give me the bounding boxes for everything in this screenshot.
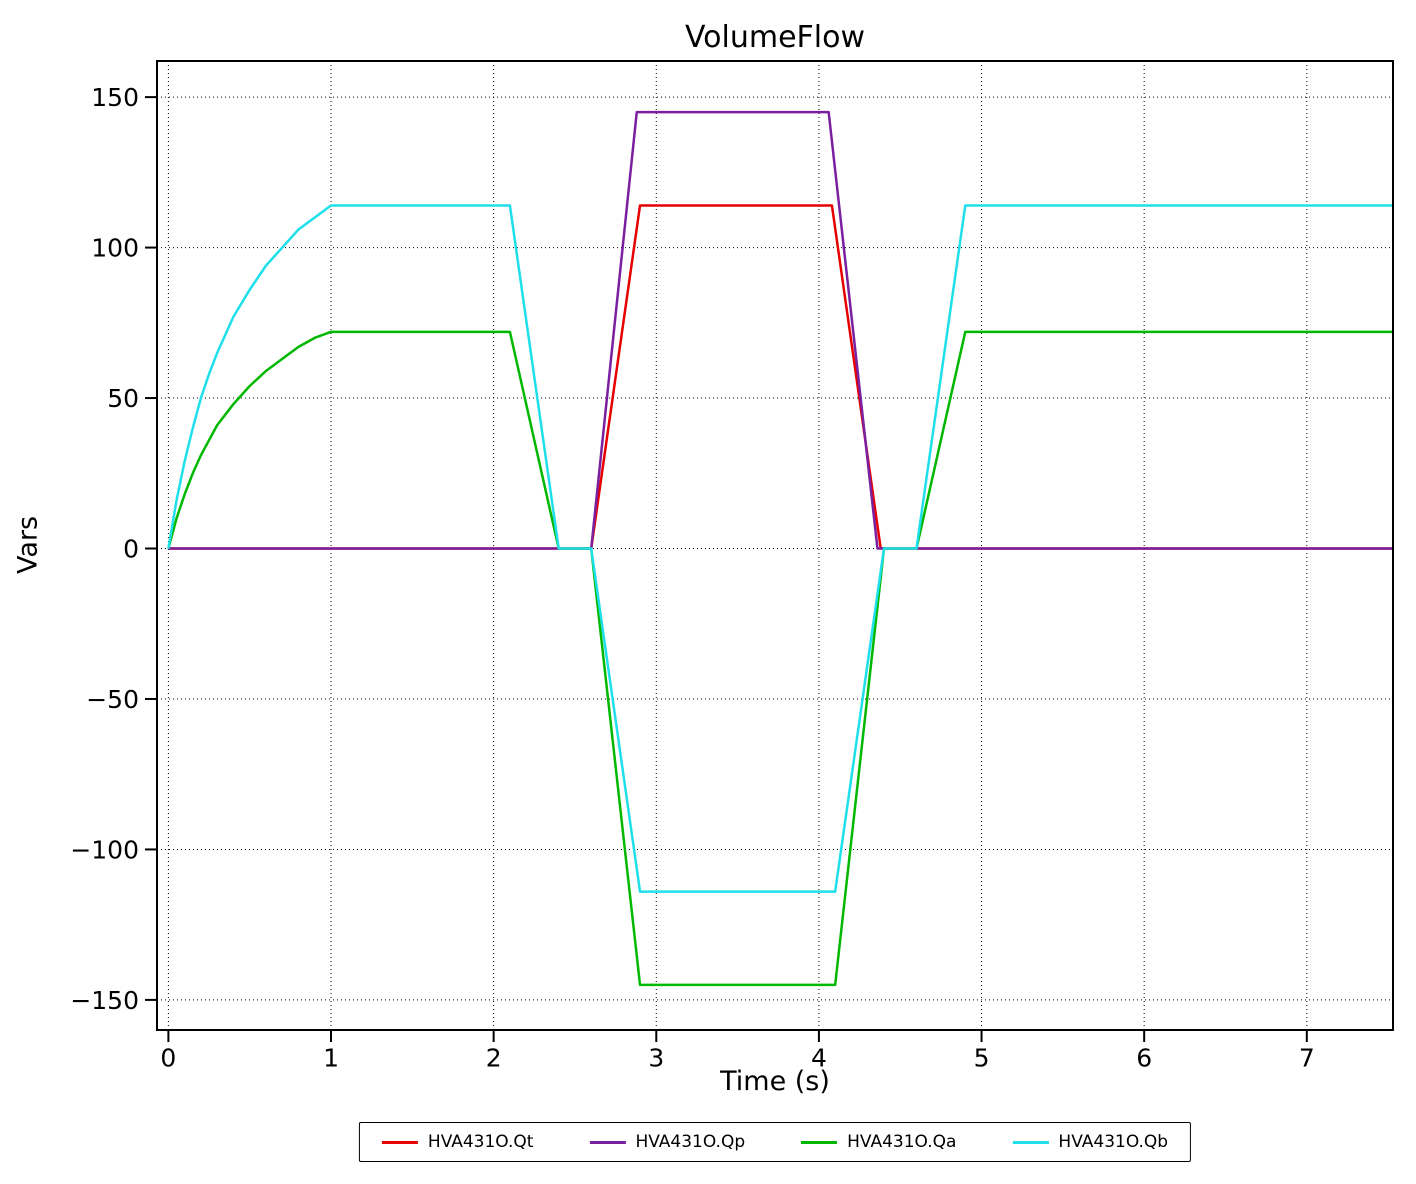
legend-line-swatch [589, 1140, 626, 1144]
x-tick-label: 5 [974, 1043, 990, 1072]
legend-item: HVA431O.Qt [381, 1132, 534, 1152]
x-tick-label: 1 [323, 1043, 339, 1072]
legend-label: HVA431O.Qa [847, 1132, 957, 1152]
legend-label: HVA431O.Qb [1058, 1132, 1169, 1152]
y-tick-label: −50 [86, 685, 139, 714]
x-tick-label: 4 [811, 1043, 827, 1072]
legend-line-swatch [801, 1140, 838, 1144]
x-tick-label: 6 [1136, 1043, 1152, 1072]
legend-label: HVA431O.Qt [427, 1132, 534, 1152]
series-line-HVA431O.Qp [168, 110, 1393, 550]
y-tick-label: 0 [123, 535, 139, 564]
x-tick-label: 2 [486, 1043, 502, 1072]
legend-line-swatch [1012, 1140, 1049, 1144]
legend: HVA431O.Qt HVA431O.Qp HVA431O.Qa HVA431O.Qb [358, 1122, 1192, 1162]
legend-item: HVA431O.Qa [801, 1132, 956, 1152]
y-tick-label: 150 [91, 83, 139, 112]
x-axis-label: Time (s) [720, 1066, 830, 1097]
y-tick-label: −100 [70, 835, 139, 864]
series-line-HVA431O.Qa [167, 330, 1393, 987]
x-tick-label: 3 [648, 1043, 664, 1072]
y-tick-label: 100 [91, 234, 139, 263]
y-tick-label: −150 [70, 986, 139, 1015]
x-tick-label: 0 [160, 1043, 176, 1072]
y-tick-label: 50 [107, 384, 139, 413]
legend-line-swatch [381, 1140, 418, 1144]
legend-item: HVA431O.Qp [589, 1132, 745, 1152]
series-line-HVA431O.Qb [167, 204, 1393, 893]
legend-label: HVA431O.Qp [635, 1132, 746, 1152]
x-tick-label: 7 [1299, 1043, 1315, 1072]
legend-item: HVA431O.Qb [1012, 1132, 1168, 1152]
axes-frame [156, 60, 1394, 1031]
series-line-HVA431O.Qt [168, 204, 1393, 550]
chart-title: VolumeFlow [684, 20, 866, 55]
